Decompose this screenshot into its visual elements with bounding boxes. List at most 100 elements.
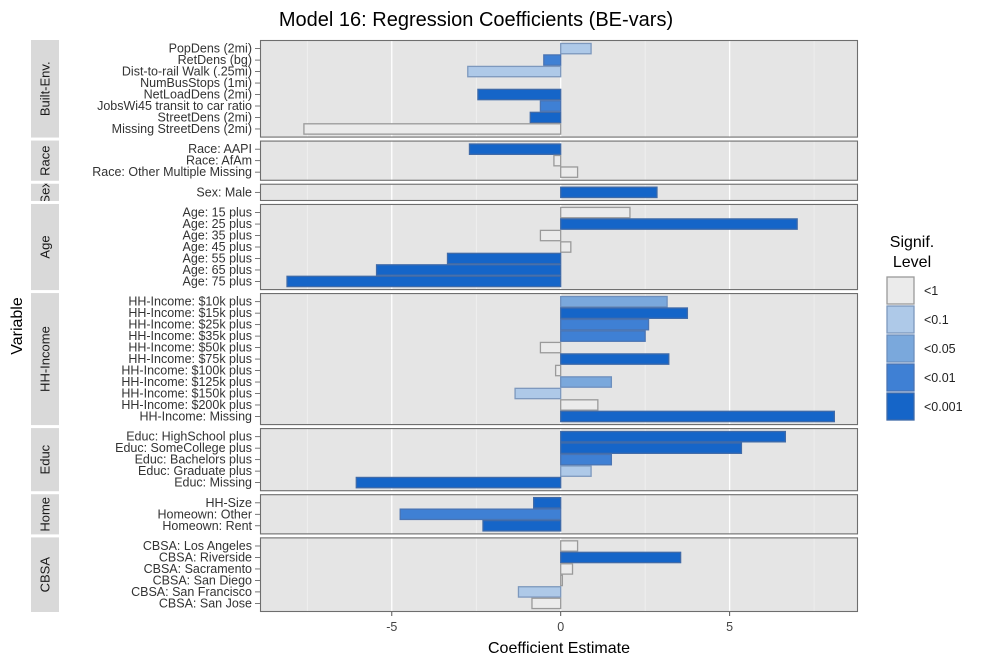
- bar: [529, 111, 562, 124]
- x-tick-label: 0: [557, 620, 564, 634]
- legend-title: Signif.: [890, 234, 934, 251]
- bar: [560, 563, 574, 575]
- bar: [560, 241, 572, 253]
- legend-item: <1: [886, 276, 938, 305]
- bar: [468, 143, 562, 155]
- bar: [514, 387, 562, 400]
- y-tick-label: Age: 25 plus: [183, 217, 253, 231]
- facet-strip: [31, 537, 59, 612]
- y-tick-label: HH-Income: $150k plus: [121, 387, 252, 401]
- facet-strip: [31, 203, 59, 291]
- y-tick-label: HH-Income: $100k plus: [121, 364, 252, 378]
- y-tick-label: CBSA: Los Angeles: [143, 539, 252, 553]
- legend-item: <0.01: [886, 363, 956, 392]
- bar: [560, 399, 599, 411]
- y-tick-label: StreetDens (2mi): [158, 110, 252, 124]
- bar: [560, 318, 650, 331]
- y-tick-label: Race: Other Multiple Missing: [92, 165, 252, 179]
- panel-border: [259, 183, 859, 202]
- legend: Signif. Level <1 <0.1 <0.05 <0.01 <0.001: [886, 234, 963, 421]
- y-tick-label: CBSA: San Jose: [159, 596, 252, 610]
- legend-item: <0.05: [886, 334, 956, 363]
- x-tick-label: 5: [726, 620, 733, 634]
- facet-panel-sex: Sex Sex: Male: [31, 181, 859, 204]
- y-tick-label: HH-Income: $125k plus: [121, 375, 252, 389]
- y-tick-label: HH-Income: $75k plus: [128, 352, 252, 366]
- legend-swatch: [886, 305, 915, 334]
- facet-strip-label: Home: [38, 497, 53, 532]
- y-tick-label: Age: 35 plus: [183, 229, 253, 243]
- bar: [554, 364, 562, 377]
- bar: [560, 166, 579, 178]
- y-tick-label: Race: AAPI: [188, 142, 252, 156]
- bar: [560, 574, 564, 587]
- legend-label: <0.001: [924, 400, 963, 414]
- legend-label: <0.01: [924, 371, 956, 385]
- panel-border: [259, 140, 859, 181]
- y-tick-label: HH-Income: $50k plus: [128, 341, 252, 355]
- y-tick-label: HH-Income: $10k plus: [128, 295, 252, 309]
- panel-border: [259, 428, 859, 492]
- y-tick-label: HH-Income: $15k plus: [128, 306, 252, 320]
- bar: [560, 551, 682, 564]
- bar: [560, 42, 592, 55]
- y-tick-label: RetDens (bg): [178, 53, 252, 67]
- y-tick-label: Age: 45 plus: [183, 240, 253, 254]
- y-tick-label: Race: AfAm: [186, 154, 252, 168]
- facet-strip-label: Sex: [38, 181, 53, 204]
- bar: [560, 206, 631, 219]
- facet-strip-label: Race: [38, 145, 53, 175]
- y-tick-label: Educ: Missing: [174, 476, 252, 490]
- panel-border: [259, 203, 859, 291]
- y-tick-label: Age: 55 plus: [183, 251, 253, 265]
- facet-panel-built-env-: Built-Env. PopDens (2mi)RetDens (bg)Dist-…: [31, 39, 859, 138]
- bar: [531, 597, 562, 610]
- bar: [543, 54, 562, 66]
- y-tick-label: HH-Size: [205, 496, 252, 510]
- legend-swatch: [886, 363, 915, 392]
- legend-item: <0.1: [886, 305, 949, 334]
- bar: [517, 586, 562, 598]
- legend-label: <0.05: [924, 342, 956, 356]
- y-tick-label: Dist-to-rail Walk (.25mi): [122, 65, 252, 79]
- y-tick-label: Age: 65 plus: [183, 263, 253, 277]
- x-tick-label: -5: [386, 620, 397, 634]
- x-axis-title: Coefficient Estimate: [488, 640, 630, 657]
- y-tick-label: HH-Income: Missing: [139, 409, 252, 423]
- facet-strip: [31, 183, 59, 201]
- legend-item: <0.001: [886, 392, 963, 421]
- y-tick-label: CBSA: Sacramento: [144, 562, 252, 576]
- bar: [560, 186, 658, 199]
- y-tick-label: HH-Income: $35k plus: [128, 329, 252, 343]
- bar: [303, 123, 562, 135]
- bar: [533, 497, 562, 509]
- bar: [467, 65, 562, 78]
- y-tick-label: Educ: Bachelors plus: [135, 453, 252, 467]
- y-tick-label: CBSA: Riverside: [159, 550, 252, 564]
- y-tick-label: JobsWi45 transit to car ratio: [97, 99, 252, 113]
- chart-title: Model 16: Regression Coefficients (BE-va…: [279, 9, 673, 31]
- y-tick-label: Sex: Male: [196, 185, 252, 199]
- panel-border: [259, 293, 859, 426]
- bar: [560, 540, 579, 552]
- y-tick-label: Educ: SomeCollege plus: [115, 441, 252, 455]
- panel-border: [259, 494, 859, 535]
- facet-strip-label: CBSA: [38, 557, 53, 593]
- y-tick-label: Age: 75 plus: [183, 274, 253, 288]
- bar: [375, 264, 562, 276]
- y-tick-label: Educ: Graduate plus: [138, 464, 252, 478]
- bar: [560, 295, 668, 308]
- facet-strip: [31, 140, 59, 181]
- facet-strip: [31, 428, 59, 492]
- y-tick-label: Homeown: Rent: [162, 519, 252, 533]
- facet-strip-label: HH-Income: [38, 326, 53, 392]
- bar: [560, 453, 613, 466]
- bar: [560, 307, 689, 319]
- y-tick-label: Missing StreetDens (2mi): [112, 122, 252, 136]
